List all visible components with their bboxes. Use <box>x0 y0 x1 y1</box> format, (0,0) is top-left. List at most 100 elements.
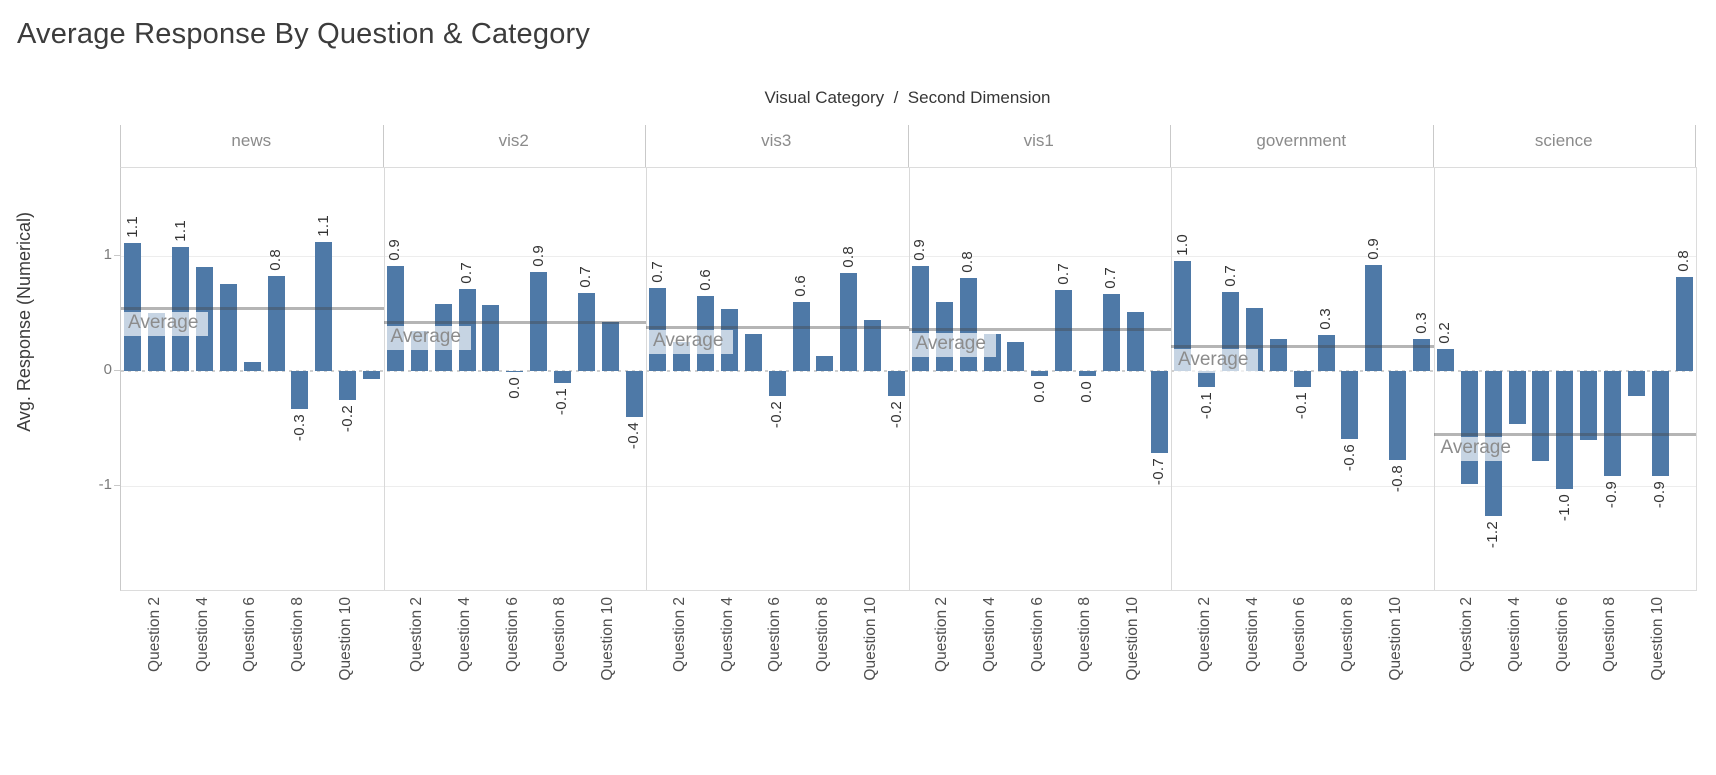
x-tick-label: Question 10 <box>861 597 879 681</box>
facet-header-tick <box>1695 125 1696 167</box>
bar-news-question-6[interactable] <box>243 362 261 371</box>
bar-value-label: -0.8 <box>1388 465 1406 493</box>
bar-government-question-8[interactable] <box>1341 371 1359 439</box>
x-tick-label: Question 8 <box>288 597 306 672</box>
bar-vis2-question-6[interactable] <box>506 371 524 372</box>
bar-news-question-8[interactable] <box>291 371 309 409</box>
bar-value-label: 0.7 <box>1221 265 1239 287</box>
average-reference-label: Average <box>124 311 209 336</box>
bar-vis3-question-6[interactable] <box>768 371 786 396</box>
bar-news-question-5[interactable] <box>219 284 237 371</box>
bar-science-question-5[interactable] <box>1532 371 1550 461</box>
bar-vis1-question-6[interactable] <box>1031 371 1049 376</box>
x-tick-label: Question 4 <box>456 597 474 672</box>
bar-news-question-11[interactable] <box>363 371 381 379</box>
bar-vis3-question-7[interactable] <box>792 302 810 371</box>
bar-vis2-question-11[interactable] <box>625 371 643 417</box>
bar-vis3-question-8[interactable] <box>816 356 834 371</box>
bar-vis3-question-11[interactable] <box>888 371 906 396</box>
bar-government-question-10[interactable] <box>1389 371 1407 460</box>
bar-science-question-6[interactable] <box>1556 371 1574 489</box>
bar-vis3-question-9[interactable] <box>840 273 858 371</box>
bar-government-question-7[interactable] <box>1317 335 1335 371</box>
bar-value-label: 1.1 <box>314 215 332 237</box>
facet-header-tick <box>1432 125 1434 167</box>
bar-value-label: 0.7 <box>1054 263 1072 285</box>
bar-government-question-11[interactable] <box>1413 339 1431 371</box>
facet-header-tick <box>1170 125 1171 167</box>
x-tick-label: Question 6 <box>503 597 521 672</box>
bar-vis1-question-7[interactable] <box>1055 290 1073 371</box>
bar-science-question-7[interactable] <box>1580 371 1598 440</box>
bar-value-label: 0.0 <box>505 377 523 399</box>
bar-vis1-question-10[interactable] <box>1126 312 1144 371</box>
bar-government-question-9[interactable] <box>1365 265 1383 371</box>
bar-value-label: 0.8 <box>1675 250 1693 272</box>
bar-value-label: 0.8 <box>839 246 857 268</box>
bar-science-question-4[interactable] <box>1508 371 1526 424</box>
bar-vis1-question-3[interactable] <box>959 278 977 371</box>
facet-separator <box>908 168 910 590</box>
bar-value-label: -0.2 <box>887 401 905 429</box>
bar-value-label: 0.7 <box>1102 267 1120 289</box>
bar-value-label: -0.3 <box>290 414 308 442</box>
x-tick-label: Question 10 <box>1124 597 1142 681</box>
bar-vis1-question-8[interactable] <box>1078 371 1096 376</box>
bar-vis2-question-10[interactable] <box>601 322 619 371</box>
bar-vis3-question-5[interactable] <box>744 334 762 371</box>
y-tick-mark <box>114 370 120 371</box>
x-tick-label: Question 4 <box>718 597 736 672</box>
facet-separator <box>383 168 385 590</box>
x-tick-label: Question 8 <box>1601 597 1619 672</box>
bar-value-label: 1.1 <box>123 216 141 238</box>
bar-vis2-question-9[interactable] <box>577 293 595 371</box>
bar-value-label: -0.2 <box>768 401 786 429</box>
facet-header-tick <box>120 125 121 167</box>
facet-header-tick <box>907 125 909 167</box>
average-reference-label: Average <box>1174 349 1259 374</box>
bar-news-question-10[interactable] <box>339 371 357 400</box>
facet-header-government: government <box>1256 131 1347 150</box>
facet-header-vis2: vis2 <box>498 131 529 150</box>
bar-value-label: -0.9 <box>1651 481 1669 509</box>
bar-vis1-question-5[interactable] <box>1007 342 1025 371</box>
bar-news-question-3[interactable] <box>172 247 190 371</box>
bar-science-question-1[interactable] <box>1436 349 1454 371</box>
bar-vis2-question-8[interactable] <box>553 371 571 383</box>
bar-government-question-6[interactable] <box>1293 371 1311 387</box>
bar-news-question-9[interactable] <box>315 242 333 371</box>
facet-separator <box>646 168 647 590</box>
y-tick-mark <box>114 255 120 256</box>
bar-news-question-7[interactable] <box>267 276 285 371</box>
bar-news-question-1[interactable] <box>124 243 142 371</box>
bar-value-label: -0.1 <box>1293 392 1311 420</box>
bar-vis1-question-9[interactable] <box>1102 294 1120 371</box>
average-reference-label: Average <box>649 330 734 355</box>
facet-header-vis1: vis1 <box>1023 131 1054 150</box>
x-tick-label: Question 6 <box>1028 597 1046 672</box>
bar-value-label: 0.0 <box>1078 381 1096 403</box>
bar-vis2-question-1[interactable] <box>386 266 404 371</box>
bar-science-question-2[interactable] <box>1460 371 1478 484</box>
bar-vis1-question-11[interactable] <box>1150 371 1168 453</box>
bar-value-label: -0.4 <box>625 422 643 450</box>
x-tick-label: Question 6 <box>1553 597 1571 672</box>
bar-science-question-10[interactable] <box>1651 371 1669 476</box>
bar-government-question-1[interactable] <box>1174 261 1192 371</box>
bar-science-question-11[interactable] <box>1675 277 1693 371</box>
x-tick-label: Question 10 <box>599 597 617 681</box>
bar-science-question-8[interactable] <box>1603 371 1621 476</box>
bar-vis2-question-7[interactable] <box>530 272 548 371</box>
bar-vis3-question-10[interactable] <box>864 320 882 371</box>
bar-value-label: 0.6 <box>792 275 810 297</box>
bar-value-label: 0.0 <box>1030 381 1048 403</box>
average-reference-line <box>1171 344 1434 348</box>
bar-vis2-question-5[interactable] <box>482 305 500 371</box>
x-tick-label: Question 6 <box>1291 597 1309 672</box>
bar-value-label: 0.2 <box>1436 322 1454 344</box>
x-tick-label: Question 2 <box>670 597 688 672</box>
bar-government-question-2[interactable] <box>1198 371 1216 387</box>
bar-government-question-5[interactable] <box>1269 339 1287 371</box>
x-tick-label: Question 8 <box>1338 597 1356 672</box>
bar-science-question-9[interactable] <box>1627 371 1645 396</box>
